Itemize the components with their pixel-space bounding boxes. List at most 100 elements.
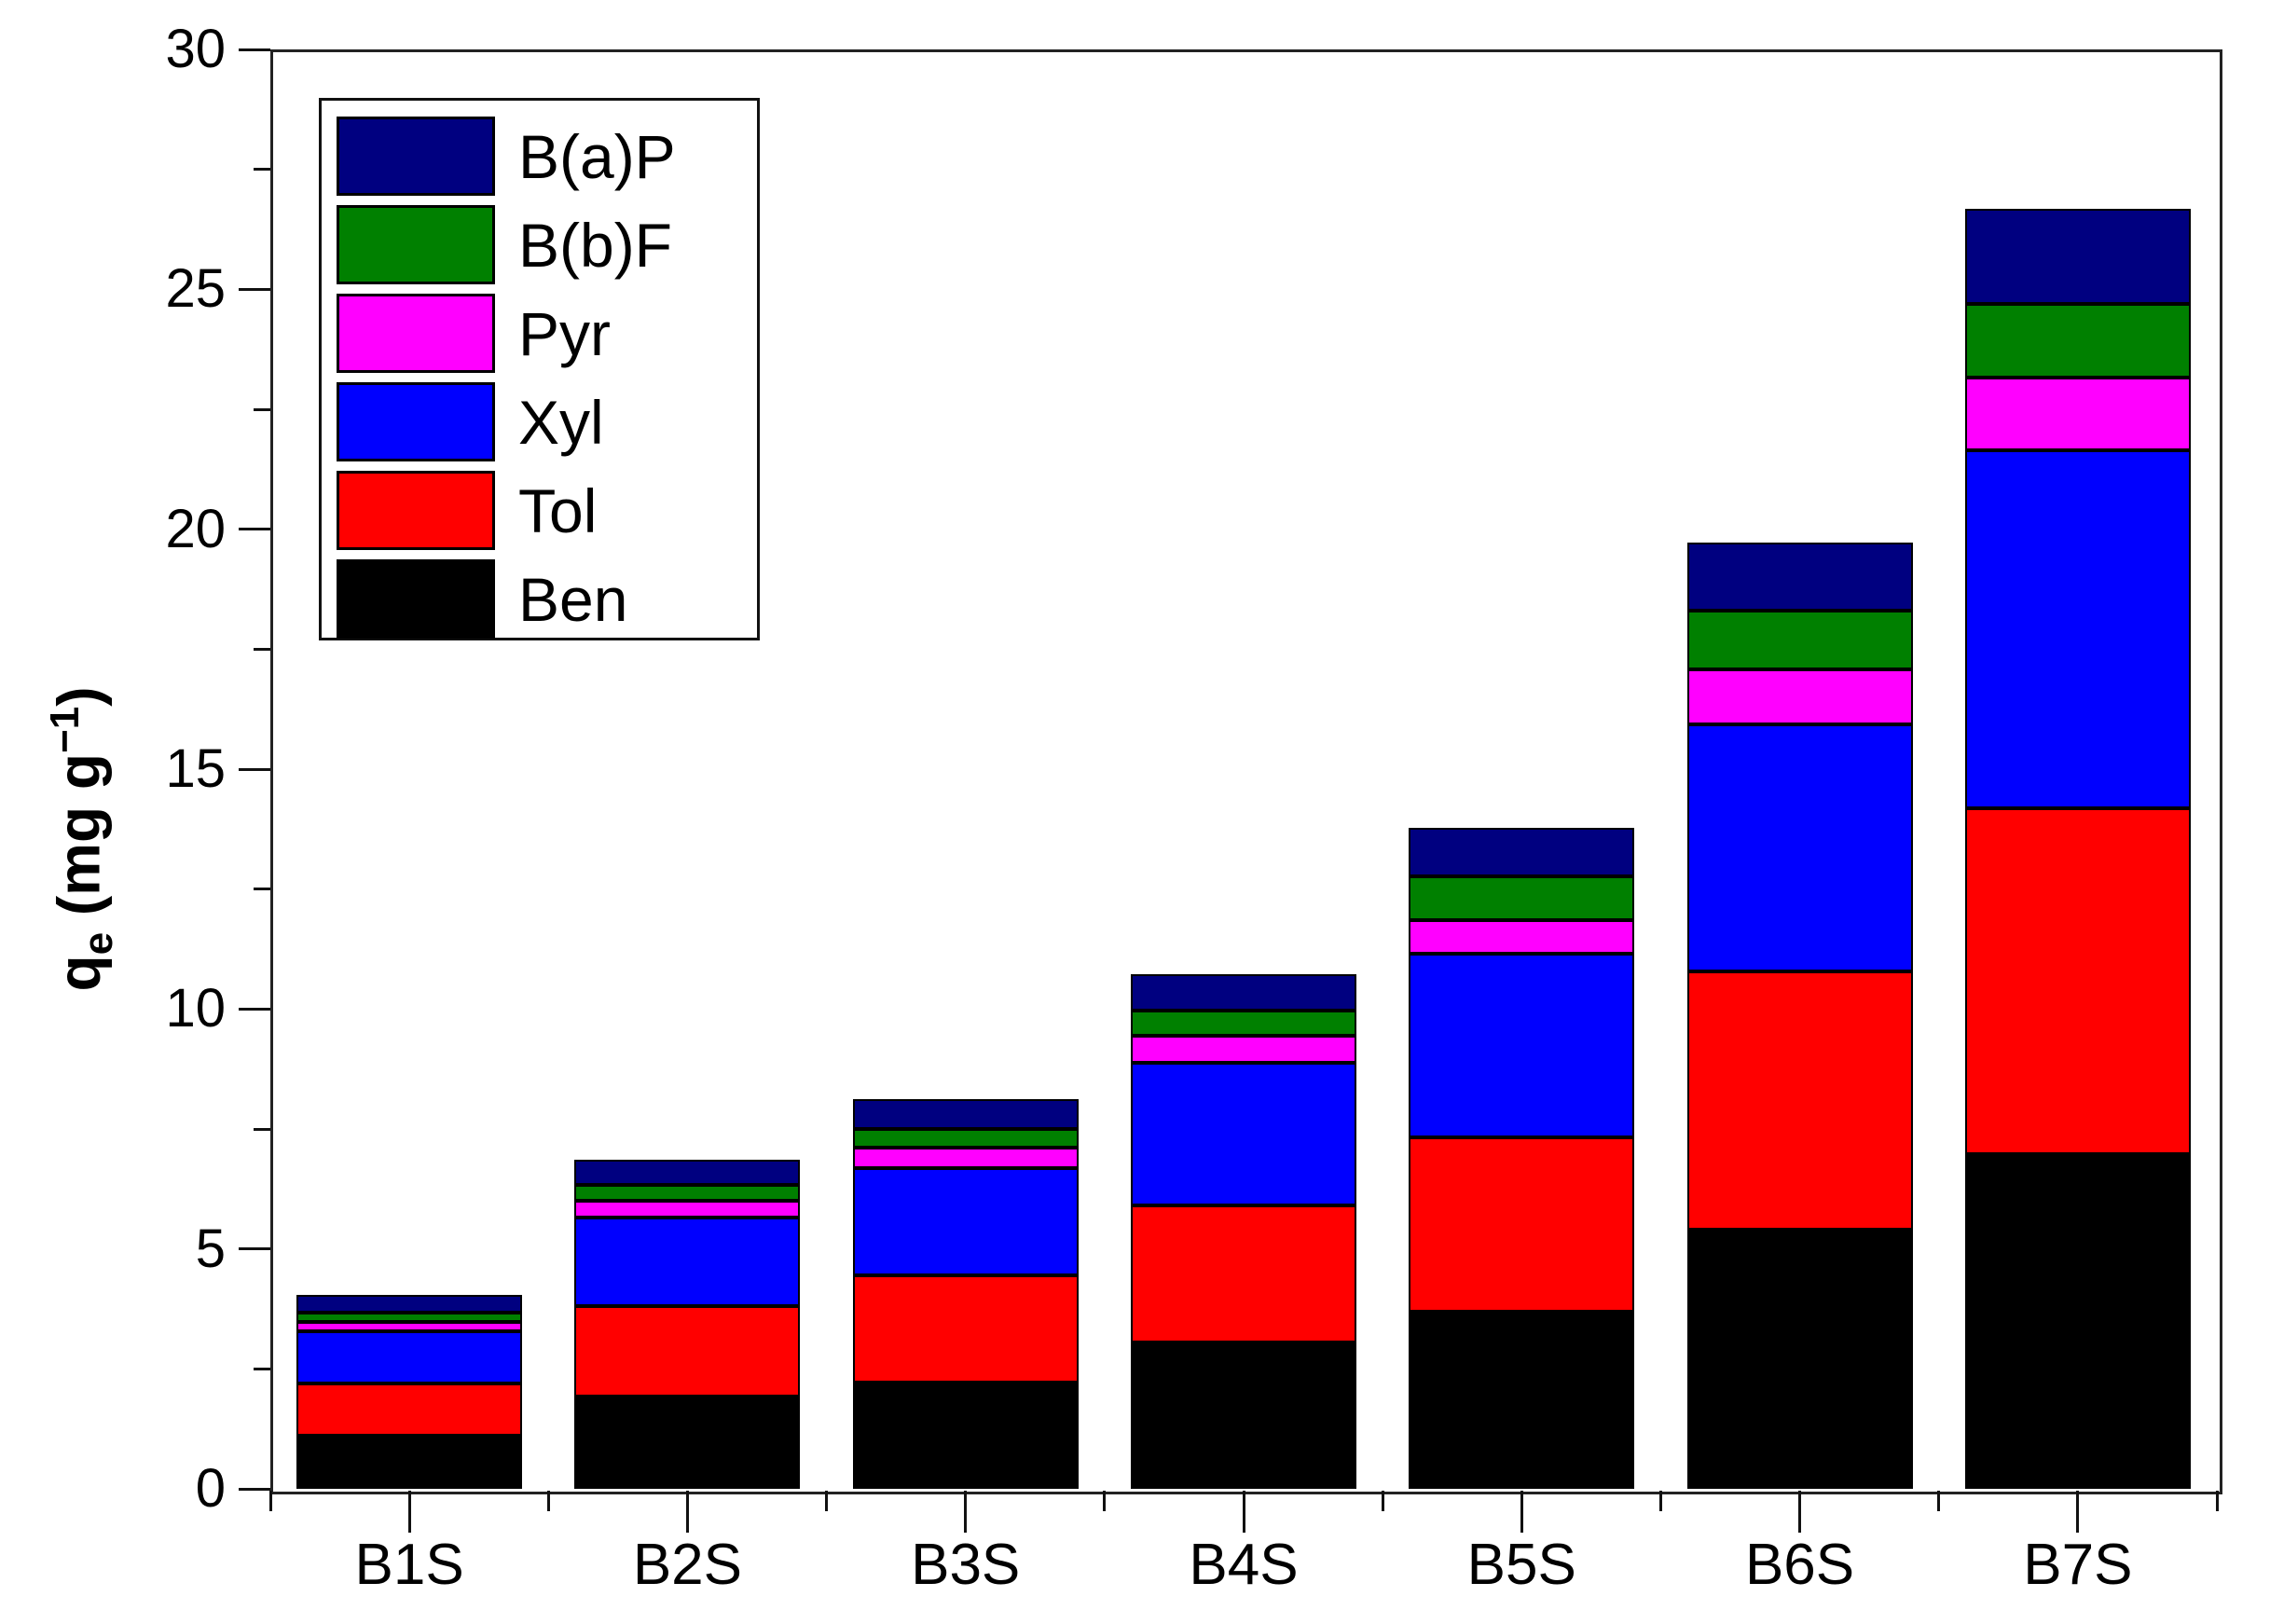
legend-item-Ben: Ben [322, 559, 757, 639]
bar-segment-B2S-B(b)F [574, 1184, 801, 1201]
y-axis-tick-27.5 [254, 168, 270, 172]
legend-label-Pyr: Pyr [518, 298, 611, 368]
legend-label-B(b)F: B(b)F [518, 210, 672, 280]
legend-item-B(b)F: B(b)F [322, 205, 757, 284]
bar-segment-B1S-Pyr [296, 1321, 523, 1331]
bar-segment-B3S-Ben [852, 1382, 1079, 1489]
bar-segment-B2S-Ben [574, 1396, 801, 1489]
x-axis-minor-tick-5 [1658, 1491, 1662, 1511]
bar-segment-B4S-Ben [1131, 1342, 1356, 1489]
bar-segment-B6S-Pyr [1686, 668, 1913, 724]
legend-label-Tol: Tol [518, 475, 598, 545]
x-axis-tick-B2S [685, 1491, 689, 1533]
bar-segment-B5S-B(b)F [1409, 875, 1635, 920]
bar-segment-B3S-Tol [852, 1274, 1079, 1383]
y-axis-tick-17.5 [254, 647, 270, 651]
y-axis-title: qe (mg g−1) [42, 686, 122, 991]
y-tick-label-20: 20 [165, 498, 226, 559]
y-axis-tick-15 [239, 767, 270, 771]
y-tick-label-5: 5 [195, 1218, 226, 1279]
bar-segment-B2S-Pyr [574, 1200, 801, 1218]
x-axis-tick-B4S [1242, 1491, 1245, 1533]
y-axis-tick-22.5 [254, 407, 270, 411]
bar-segment-B3S-Xyl [852, 1167, 1079, 1275]
y-tick-label-30: 30 [165, 19, 226, 79]
x-tick-label-B2S: B2S [632, 1533, 743, 1597]
x-axis-minor-tick-7 [2215, 1491, 2219, 1511]
x-axis-tick-B3S [964, 1491, 968, 1533]
y-axis-tick-30 [239, 48, 270, 51]
bar-segment-B7S-B(b)F [1964, 304, 2191, 378]
legend-item-Tol: Tol [322, 471, 757, 550]
x-tick-label-B4S: B4S [1189, 1533, 1299, 1597]
bar-segment-B5S-Pyr [1409, 919, 1635, 955]
bar-segment-B6S-Ben [1686, 1230, 1913, 1489]
bar-segment-B4S-Xyl [1131, 1063, 1356, 1206]
bar-segment-B5S-Tol [1409, 1136, 1635, 1313]
bar-segment-B6S-Tol [1686, 970, 1913, 1231]
bar-segment-B5S-Xyl [1409, 954, 1635, 1137]
bar-segment-B4S-B(a)P [1131, 974, 1356, 1012]
x-tick-label-B7S: B7S [2023, 1533, 2133, 1597]
bar-segment-B2S-Tol [574, 1305, 801, 1397]
x-axis-minor-tick-3 [1103, 1491, 1107, 1511]
y-tick-label-15: 15 [165, 738, 226, 799]
legend-label-Xyl: Xyl [518, 387, 604, 457]
y-axis-tick-2.5 [254, 1367, 270, 1370]
plot-frame [270, 49, 2222, 1494]
x-axis-tick-B1S [407, 1491, 411, 1533]
y-axis-title-subscript: e [76, 931, 122, 956]
bar-segment-B5S-B(a)P [1409, 828, 1635, 876]
bar-segment-B7S-Tol [1964, 807, 2191, 1155]
bar-segment-B1S-Tol [296, 1383, 523, 1437]
bar-segment-B7S-Pyr [1964, 377, 2191, 450]
x-tick-label-B6S: B6S [1744, 1533, 1855, 1597]
y-tick-label-0: 0 [195, 1458, 226, 1519]
bar-segment-B4S-Pyr [1131, 1036, 1356, 1063]
x-tick-label-B5S: B5S [1466, 1533, 1576, 1597]
bar-segment-B4S-B(b)F [1131, 1011, 1356, 1037]
x-axis-tick-B5S [1520, 1491, 1523, 1533]
legend-swatch-B(b)F [337, 205, 495, 284]
legend-swatch-Tol [337, 471, 495, 550]
y-axis-tick-5 [239, 1247, 270, 1251]
bar-segment-B3S-B(b)F [852, 1128, 1079, 1148]
y-axis-tick-20 [239, 528, 270, 531]
x-axis-minor-tick-1 [546, 1491, 550, 1511]
legend-swatch-Ben [337, 559, 495, 639]
plot-area [270, 49, 2217, 1489]
bar-segment-B2S-Xyl [574, 1217, 801, 1306]
bar-segment-B7S-Xyl [1964, 449, 2191, 808]
x-axis-minor-tick-2 [825, 1491, 829, 1511]
x-axis-tick-B7S [2076, 1491, 2080, 1533]
x-axis-minor-tick-6 [1937, 1491, 1941, 1511]
x-tick-label-B1S: B1S [354, 1533, 464, 1597]
x-axis-minor-tick-0 [268, 1491, 272, 1511]
y-tick-label-10: 10 [165, 978, 226, 1039]
bar-segment-B3S-B(a)P [852, 1098, 1079, 1129]
bar-segment-B2S-B(a)P [574, 1159, 801, 1185]
bar-segment-B6S-B(a)P [1686, 542, 1913, 611]
y-axis-tick-0 [239, 1487, 270, 1491]
legend-item-Xyl: Xyl [322, 382, 757, 461]
bar-segment-B1S-Ben [296, 1436, 523, 1489]
legend-item-B(a)P: B(a)P [322, 117, 757, 196]
bar-segment-B1S-B(a)P [296, 1295, 523, 1314]
x-tick-label-B3S: B3S [911, 1533, 1021, 1597]
x-axis-tick-B6S [1798, 1491, 1802, 1533]
bar-segment-B4S-Tol [1131, 1205, 1356, 1343]
y-axis-tick-7.5 [254, 1127, 270, 1131]
legend-label-B(a)P: B(a)P [518, 121, 676, 191]
bar-segment-B7S-B(a)P [1964, 209, 2191, 305]
bar-segment-B7S-Ben [1964, 1154, 2191, 1489]
bar-segment-B6S-Xyl [1686, 723, 1913, 971]
legend-swatch-Xyl [337, 382, 495, 461]
legend-swatch-Pyr [337, 294, 495, 373]
y-axis-tick-25 [239, 287, 270, 291]
bar-segment-B1S-Xyl [296, 1330, 523, 1383]
y-tick-label-25: 25 [165, 258, 226, 320]
y-axis-tick-10 [239, 1007, 270, 1011]
legend-label-Ben: Ben [518, 564, 628, 634]
bar-segment-B1S-B(b)F [296, 1313, 523, 1322]
